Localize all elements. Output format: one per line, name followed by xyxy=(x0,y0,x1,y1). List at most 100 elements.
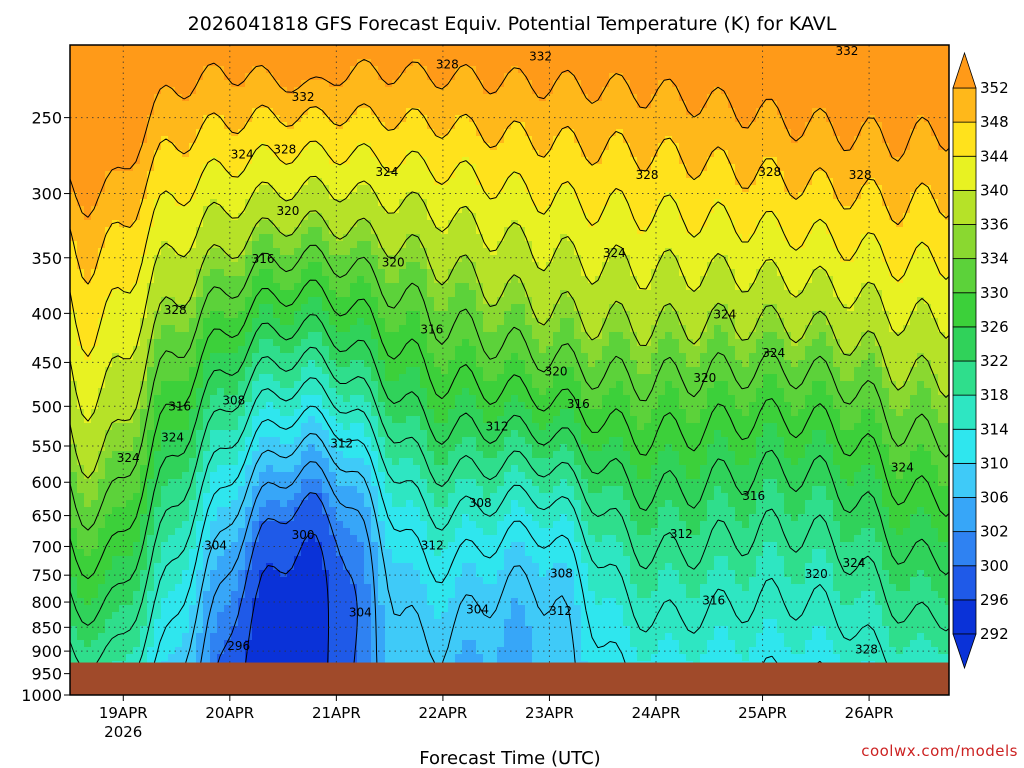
colorbar-label: 322 xyxy=(980,352,1009,370)
y-tick-label: 400 xyxy=(31,304,62,323)
contour-label: 320 xyxy=(805,567,828,581)
contour-label: 324 xyxy=(843,556,866,570)
colorbar-swatch xyxy=(952,292,977,328)
contour-label: 332 xyxy=(292,90,315,104)
colorbar-swatch xyxy=(952,326,977,362)
y-tick-label: 650 xyxy=(31,507,62,526)
colorbar-label: 314 xyxy=(980,420,1009,438)
x-tick-label: 22APR xyxy=(418,704,467,722)
colorbar-swatch xyxy=(952,599,977,635)
colorbar-swatch xyxy=(952,462,977,498)
colorbar-label: 326 xyxy=(980,318,1009,336)
ground-mask xyxy=(70,662,949,695)
colorbar-swatch xyxy=(952,258,977,294)
contour-label: 324 xyxy=(713,307,736,321)
contour-label: 312 xyxy=(670,527,693,541)
colorbar-label: 310 xyxy=(980,454,1009,472)
y-tick-label: 950 xyxy=(31,665,62,684)
y-tick-label: 250 xyxy=(31,109,62,128)
x-tick-label: 23APR xyxy=(525,704,574,722)
y-tick-label: 700 xyxy=(31,537,62,556)
contour-label: 324 xyxy=(161,431,184,445)
theta-e-field xyxy=(70,45,949,695)
colorbar-swatch xyxy=(952,189,977,225)
colorbar-swatch xyxy=(952,394,977,430)
y-tick-label: 450 xyxy=(31,353,62,372)
contour-label: 332 xyxy=(835,44,858,58)
contour-label: 304 xyxy=(349,605,372,619)
contour-332 xyxy=(70,244,949,531)
y-tick-label: 300 xyxy=(31,185,62,204)
contour-label: 316 xyxy=(567,397,590,411)
colorbar-label: 292 xyxy=(980,625,1009,643)
colorbar-label: 318 xyxy=(980,386,1009,404)
colorbar-swatch xyxy=(952,87,977,123)
contour-label: 320 xyxy=(545,365,568,379)
contour-label: 308 xyxy=(469,496,492,510)
contour-label: 316 xyxy=(702,593,725,607)
contour-label: 308 xyxy=(550,567,573,581)
colorbar-label: 334 xyxy=(980,250,1009,268)
y-tick-label: 750 xyxy=(31,566,62,585)
x-tick-label: 19APR xyxy=(99,704,148,722)
contour-336 xyxy=(70,210,949,479)
x-tick-sublabel: 2026 xyxy=(104,723,142,741)
contour-labels: 332 328 332 332 324 328 324 328 328 328 320 316 320 3… xyxy=(117,44,914,656)
y-tick-label: 350 xyxy=(31,249,62,268)
colorbar-swatch xyxy=(952,224,977,260)
contour-label: 312 xyxy=(421,538,444,552)
contour-label: 320 xyxy=(277,204,300,218)
contour-label: 328 xyxy=(273,143,296,157)
contour-352 xyxy=(70,58,949,218)
x-tick-label: 24APR xyxy=(632,704,681,722)
contour-label: 296 xyxy=(227,639,250,653)
contour-324 xyxy=(70,314,949,626)
contour-label: 316 xyxy=(168,399,191,413)
contour-label: 312 xyxy=(330,437,353,451)
contour-label: 328 xyxy=(758,165,781,179)
x-tick-label: 21APR xyxy=(312,704,361,722)
colorbar-swatch xyxy=(952,428,977,464)
y-axis: 250 300 350 400 450 500 550 600 650 700 750 800 850 9… xyxy=(21,109,70,705)
colorbar-label: 348 xyxy=(980,113,1009,131)
colorbar-label: 296 xyxy=(980,591,1009,609)
contour-label: 328 xyxy=(855,642,878,656)
contour-label: 304 xyxy=(466,602,489,616)
contour-label: 300 xyxy=(292,528,315,542)
colorbar: 292 296 300 302 306 310 314 318 322 326 330 334 336 3… xyxy=(952,51,1009,670)
contour-label: 312 xyxy=(549,604,572,618)
contour-320 xyxy=(70,346,949,672)
y-tick-label: 800 xyxy=(31,593,62,612)
colorbar-swatch xyxy=(952,155,977,191)
contour-328 xyxy=(70,279,949,580)
contour-label: 304 xyxy=(204,538,227,552)
colorbar-label: 336 xyxy=(980,216,1009,234)
contour-308 xyxy=(165,433,580,695)
colorbar-label: 300 xyxy=(980,557,1009,575)
colorbar-label: 352 xyxy=(980,79,1009,97)
chart-title: 2026041818 GFS Forecast Equiv. Potential… xyxy=(188,13,837,35)
contour-label: 328 xyxy=(436,57,459,71)
credit-text: coolwx.com/models xyxy=(861,742,1018,760)
contour-label: 324 xyxy=(762,346,785,360)
contour-label: 324 xyxy=(231,147,254,161)
plot-frame xyxy=(69,44,950,696)
colorbar-label: 344 xyxy=(980,147,1009,165)
colorbar-swatch xyxy=(952,360,977,396)
colorbar-label: 302 xyxy=(980,523,1009,541)
colorbar-label: 340 xyxy=(980,181,1009,199)
colorbar-swatch xyxy=(952,565,977,601)
contour-label: 320 xyxy=(382,255,405,269)
contour-344 xyxy=(70,140,949,357)
contour-340 xyxy=(70,175,949,422)
contour-label: 308 xyxy=(222,393,245,407)
colorbar-label: 330 xyxy=(980,284,1009,302)
x-tick-label: 26APR xyxy=(845,704,894,722)
contour-label: 320 xyxy=(693,371,716,385)
contour-label: 328 xyxy=(636,168,659,182)
colorbar-swatch xyxy=(952,121,977,157)
contour-label: 324 xyxy=(117,451,140,465)
y-tick-label: 500 xyxy=(31,397,62,416)
